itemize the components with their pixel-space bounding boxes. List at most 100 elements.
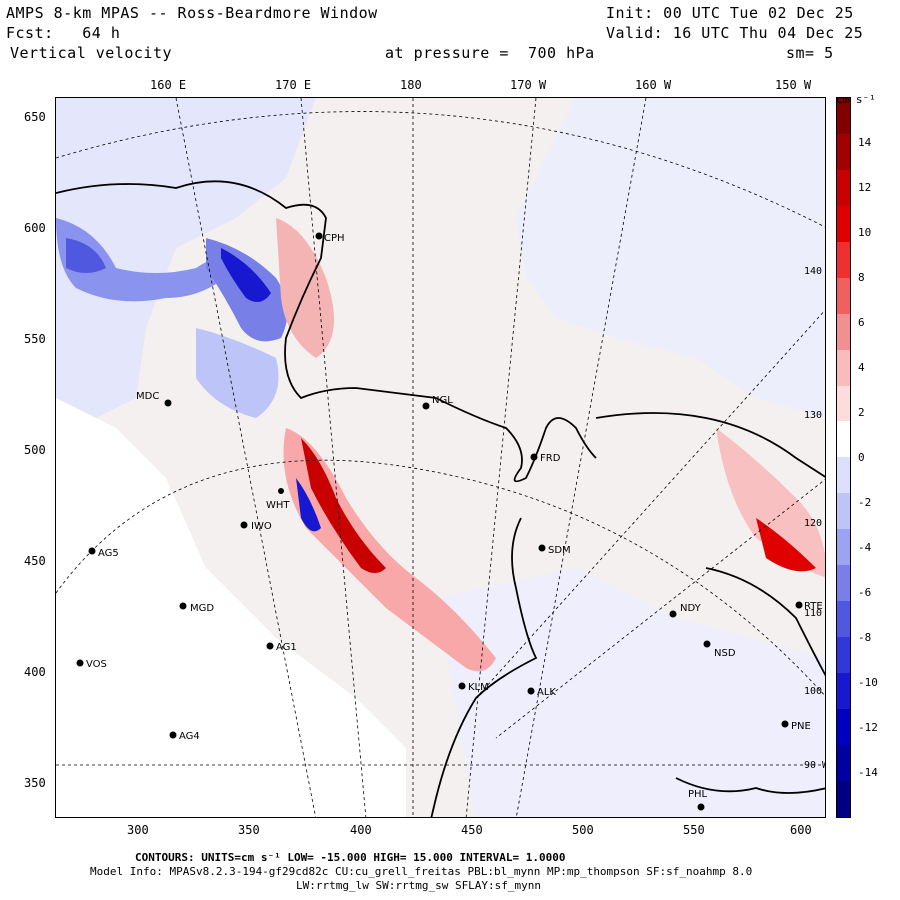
colorbar-label: -10 xyxy=(858,676,878,689)
smoothing-value: sm= 5 xyxy=(786,44,834,62)
left-axis-label: 550 xyxy=(24,332,46,346)
strong-downdraft-west xyxy=(56,218,236,302)
valid-time: Valid: 16 UTC Thu 04 Dec 25 xyxy=(606,24,864,42)
pressure-level: at pressure = 700 hPa xyxy=(385,44,595,62)
top-axis-label: 170 E xyxy=(275,78,312,92)
top-axis-label: 180 xyxy=(400,78,422,92)
bottom-axis-label: 350 xyxy=(238,823,260,837)
station-label: MGD xyxy=(190,603,214,614)
colorbar-swatch xyxy=(837,205,850,242)
station-label: CPH xyxy=(324,233,345,244)
bottom-axis-label: 500 xyxy=(572,823,594,837)
colorbar-label: -6 xyxy=(858,586,872,599)
station-marker: RTE xyxy=(795,601,823,612)
colorbar-swatch xyxy=(837,241,850,278)
station-label: AG5 xyxy=(98,548,119,559)
colorbar-swatch xyxy=(837,457,850,494)
station-marker: FRD xyxy=(530,453,561,464)
blue-field-south xyxy=(436,568,825,817)
bottom-axis-label: 550 xyxy=(683,823,705,837)
station-marker: NSD xyxy=(703,640,736,659)
station-marker: PNE xyxy=(781,720,811,732)
stations: CPH MDC NGL FRD WHT IWO AG5 SDM MGD NDY … xyxy=(76,232,823,811)
colorbar-label: 12 xyxy=(858,181,872,194)
station-label: NGL xyxy=(432,395,453,406)
colorbar-label: 4 xyxy=(858,361,865,374)
station-label: MDC xyxy=(136,391,159,402)
station-marker: NDY xyxy=(669,603,702,618)
station-label: NDY xyxy=(680,603,702,614)
station-label: KLM xyxy=(468,682,489,693)
station-marker: NGL xyxy=(422,395,453,410)
station-label: VOS xyxy=(86,659,107,670)
left-axis-label: 600 xyxy=(24,221,46,235)
colorbar-label: 14 xyxy=(858,136,872,149)
contour-info: CONTOURS: UNITS=cm s⁻¹ LOW= -15.000 HIGH… xyxy=(135,851,566,864)
blue-patch-mid xyxy=(196,328,279,418)
colorbar-swatch xyxy=(837,708,850,745)
colorbar-swatch xyxy=(837,385,850,422)
meridian-label: 90 W xyxy=(804,760,826,771)
station-label: WHT xyxy=(266,500,290,511)
station-label: SDM xyxy=(548,545,571,556)
station-marker: IWO xyxy=(240,521,272,532)
station-label: IWO xyxy=(251,521,272,532)
updraft-east xyxy=(716,428,825,578)
colorbar-swatch xyxy=(837,133,850,170)
blue-band-core xyxy=(221,248,271,302)
colorbar-swatch xyxy=(837,313,850,350)
station-marker: CPH xyxy=(315,232,345,244)
station-marker: ALK xyxy=(527,687,556,698)
forecast-hour: Fcst: 64 h xyxy=(6,24,121,42)
top-axis-label: 160 E xyxy=(150,78,187,92)
station-marker: MDC xyxy=(136,391,172,407)
model-info-line2: LW:rrtmg_lw SW:rrtmg_sw SFLAY:sf_mynn xyxy=(296,879,542,892)
station-marker: SDM xyxy=(538,544,571,556)
colorbar-label: 2 xyxy=(858,406,865,419)
station-marker: AG1 xyxy=(266,642,297,653)
colorbar-swatch xyxy=(837,637,850,673)
meridian-label: 100 W xyxy=(804,686,826,697)
colorbar-label: -8 xyxy=(858,631,872,644)
graticule xyxy=(56,98,825,817)
vertical-velocity-map[interactable]: 140 W 130 W 120 W 110 W 100 W 90 W CPH M… xyxy=(55,97,826,818)
meridian-label-group: 140 W 130 W 120 W 110 W 100 W 90 W xyxy=(804,266,826,771)
colorbar-swatch xyxy=(837,601,850,638)
colorbar-swatch xyxy=(837,744,850,781)
station-marker: WHT xyxy=(266,488,290,511)
meridian-label: 140 W xyxy=(804,266,826,277)
station-label: PNE xyxy=(791,721,811,732)
colorbar-swatch xyxy=(837,780,850,817)
colorbar-label: 0 xyxy=(858,451,865,464)
top-axis-label: 150 W xyxy=(775,78,812,92)
station-marker: VOS xyxy=(76,659,107,670)
meridian-label: 130 W xyxy=(804,410,826,421)
color-scale-bar xyxy=(836,97,851,818)
left-axis-label: 500 xyxy=(24,443,46,457)
station-label: ALK xyxy=(537,687,556,698)
left-axis-label: 400 xyxy=(24,665,46,679)
meridian-label: 110 W xyxy=(804,608,826,619)
left-axis-label: 650 xyxy=(24,110,46,124)
colorbar-swatch xyxy=(837,349,850,386)
station-label: AG4 xyxy=(179,731,200,742)
init-time: Init: 00 UTC Tue 02 Dec 25 xyxy=(606,4,854,22)
bottom-axis-label: 300 xyxy=(127,823,149,837)
station-marker: MGD xyxy=(179,602,214,614)
colorbar-swatch xyxy=(837,493,850,530)
colorbar-units: cm s⁻¹ xyxy=(836,93,876,106)
downdraft-core xyxy=(296,478,321,532)
top-axis-label: 160 W xyxy=(635,78,672,92)
colorbar-label: 6 xyxy=(858,316,865,329)
blue-field-east xyxy=(516,98,825,418)
blue-field-west xyxy=(56,98,316,418)
station-marker: KLM xyxy=(458,682,489,693)
field-name: Vertical velocity xyxy=(10,44,173,62)
map-canvas: 140 W 130 W 120 W 110 W 100 W 90 W CPH M… xyxy=(56,98,826,817)
colorbar-swatch xyxy=(837,673,850,709)
colorbar-label: -12 xyxy=(858,721,878,734)
station-label: PHL xyxy=(688,789,708,800)
colorbar-swatch xyxy=(837,421,850,458)
colorbar-label: 10 xyxy=(858,226,872,239)
colorbar-label: 8 xyxy=(858,271,865,284)
